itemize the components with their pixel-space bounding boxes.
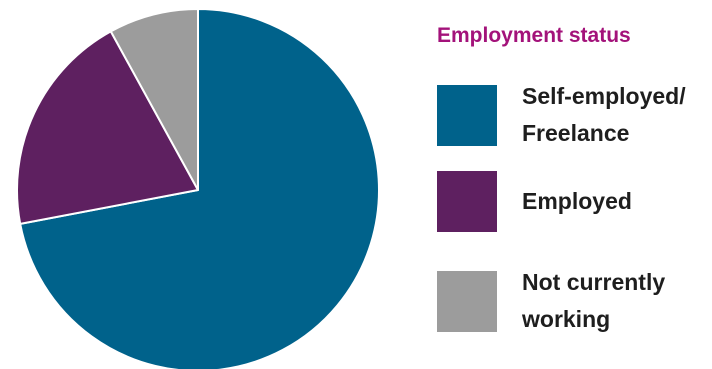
legend-swatch-self-employed: [437, 84, 497, 146]
legend-title: Employment status: [437, 24, 631, 47]
pie-chart: [16, 8, 380, 369]
legend-swatch-employed: [437, 171, 497, 232]
legend-label-employed: Employed: [522, 188, 632, 214]
legend-item-employed: Employed: [437, 171, 712, 232]
legend-item-self-employed: Self-employed/ Freelance: [437, 78, 712, 152]
legend-item-not-working: Not currently working: [437, 264, 712, 338]
legend-swatch-not-working: [437, 270, 497, 332]
pie-slice-not-working: [109, 8, 199, 191]
legend-label-self-employed: Self-employed/ Freelance: [522, 83, 686, 146]
pie-slice-employed: [16, 30, 199, 225]
legend-label-not-working: Not currently working: [522, 269, 666, 332]
pie-slice-self-employed: [19, 8, 380, 369]
